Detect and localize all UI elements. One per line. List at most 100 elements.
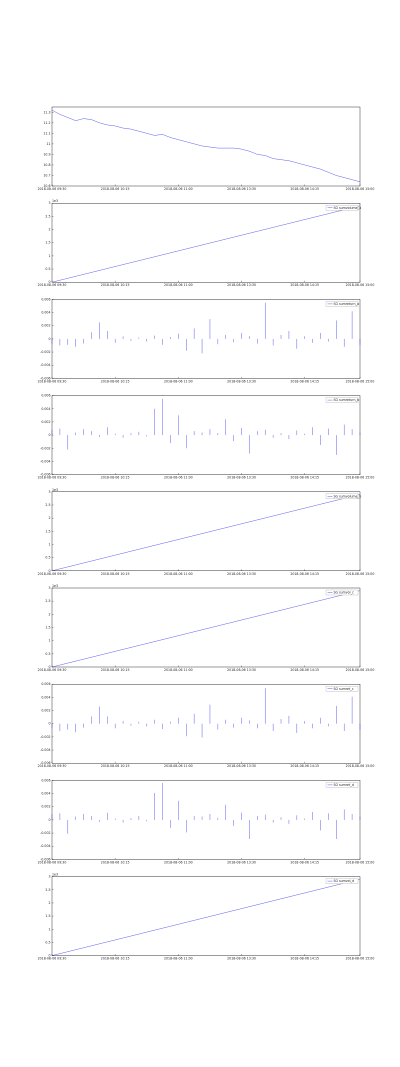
- series-line: [51, 109, 361, 182]
- y-tick-label: 1: [48, 927, 50, 931]
- x-tick-label: 2018-08-06 15:00: [346, 957, 375, 961]
- legend-label: SG sumvol_c: [334, 591, 355, 595]
- y-tick-label: 11.2: [43, 121, 50, 125]
- x-tick-label: 2018-08-06 15:00: [346, 476, 375, 480]
- x-tick-label: 2018-08-06 15:00: [346, 572, 375, 576]
- y-tick-label: 0: [48, 954, 50, 958]
- y-tick-label: 0.004: [41, 695, 50, 699]
- y-tick-label: 0.006: [41, 682, 50, 686]
- x-tick-label: 2018-08-06 13:30: [227, 283, 256, 287]
- y-tick-label: 0.5: [45, 940, 50, 944]
- x-tick-label: 2018-08-06 14:15: [290, 957, 319, 961]
- x-tick-label: 2018-08-06 14:15: [290, 764, 319, 768]
- x-tick-label: 2018-08-06 09:30: [38, 572, 67, 576]
- y-tick-label: -0.002: [40, 831, 50, 835]
- y-tick-label: 2: [48, 228, 50, 232]
- x-tick-label: 2018-08-06 15:00: [346, 764, 375, 768]
- y-tick-label: 0: [48, 337, 50, 341]
- offset-text: 1e3: [52, 873, 58, 877]
- x-tick-label: 2018-08-06 11:00: [164, 379, 193, 383]
- y-tick-label: 2.5: [45, 503, 50, 507]
- x-tick-label: 2018-08-06 15:00: [346, 860, 375, 864]
- x-tick-label: 2018-08-06 14:15: [290, 283, 319, 287]
- x-tick-label: 2018-08-06 13:30: [227, 668, 256, 672]
- y-tick-label: 0.006: [41, 778, 50, 782]
- y-tick-label: 0: [48, 280, 50, 284]
- x-tick-label: 2018-08-06 09:30: [38, 187, 67, 191]
- series-line: [51, 494, 361, 571]
- x-tick-label: 2018-08-06 10:15: [101, 668, 130, 672]
- x-tick-label: 2018-08-06 11:00: [164, 957, 193, 961]
- y-tick-label: -0.006: [40, 376, 50, 380]
- y-tick-label: 3: [48, 490, 50, 494]
- legend-label: SG sumret_c: [334, 687, 354, 691]
- y-tick-label: 1.5: [45, 626, 50, 630]
- y-tick-label: 10.9: [43, 152, 50, 156]
- plot-frame: [51, 684, 361, 764]
- x-tick-label: 2018-08-06 09:30: [38, 860, 67, 864]
- y-tick-label: 2.5: [45, 888, 50, 892]
- y-tick-label: -0.004: [40, 748, 50, 752]
- x-tick-label: 2018-08-06 13:30: [227, 379, 256, 383]
- y-tick-label: 0: [48, 818, 50, 822]
- plot-frame: [51, 491, 361, 571]
- x-tick-label: 2018-08-06 09:30: [38, 476, 67, 480]
- plot-frame: [51, 202, 361, 283]
- offset-text: 1e3: [52, 199, 58, 203]
- y-tick-label: -0.002: [40, 350, 50, 354]
- x-tick-label: 2018-08-06 10:15: [101, 764, 130, 768]
- y-tick-label: -0.006: [40, 857, 50, 861]
- y-tick-label: 10.7: [43, 173, 50, 177]
- x-tick-label: 2018-08-06 15:00: [346, 283, 375, 287]
- x-tick-label: 2018-08-06 10:15: [101, 860, 130, 864]
- plot-frame: [51, 780, 361, 860]
- y-tick-label: -0.004: [40, 844, 50, 848]
- y-tick-label: 1.5: [45, 241, 50, 245]
- y-tick-label: 0.002: [41, 805, 50, 809]
- x-tick-label: 2018-08-06 14:15: [290, 379, 319, 383]
- x-tick-label: 2018-08-06 10:15: [101, 187, 130, 191]
- series-line: [51, 879, 361, 956]
- x-tick-label: 2018-08-06 09:30: [38, 283, 67, 287]
- legend-box: [325, 301, 359, 307]
- y-tick-label: 0: [48, 665, 50, 669]
- x-tick-label: 2018-08-06 13:30: [227, 572, 256, 576]
- x-tick-label: 2018-08-06 14:15: [290, 572, 319, 576]
- y-tick-label: 0.002: [41, 709, 50, 713]
- x-tick-label: 2018-08-06 09:30: [38, 379, 67, 383]
- y-tick-label: 0.002: [41, 420, 50, 424]
- x-tick-label: 2018-08-06 15:00: [346, 668, 375, 672]
- y-tick-label: 0.5: [45, 267, 50, 271]
- x-tick-label: 2018-08-06 11:00: [164, 283, 193, 287]
- x-tick-label: 2018-08-06 13:30: [227, 957, 256, 961]
- y-tick-label: -0.002: [40, 446, 50, 450]
- plot-frame: [51, 876, 361, 956]
- plot-frame: [51, 299, 361, 379]
- y-tick-label: 11.1: [43, 131, 50, 135]
- legend-box: [325, 686, 359, 692]
- y-tick-label: 1.5: [45, 529, 50, 533]
- legend-box: [325, 782, 359, 788]
- x-tick-label: 2018-08-06 09:30: [38, 764, 67, 768]
- y-tick-label: 2: [48, 516, 50, 520]
- series-line: [51, 590, 361, 668]
- x-tick-label: 2018-08-06 14:15: [290, 476, 319, 480]
- x-tick-label: 2018-08-06 10:15: [101, 572, 130, 576]
- legend-box: [325, 205, 359, 211]
- x-tick-label: 2018-08-06 09:30: [38, 957, 67, 961]
- x-tick-label: 2018-08-06 11:00: [164, 476, 193, 480]
- y-tick-label: 0.5: [45, 652, 50, 656]
- x-tick-label: 2018-08-06 13:30: [227, 860, 256, 864]
- y-tick-label: 1: [48, 254, 50, 258]
- x-tick-label: 2018-08-06 09:30: [38, 668, 67, 672]
- y-tick-label: 0.006: [41, 394, 50, 398]
- legend-box: [325, 397, 359, 403]
- x-tick-label: 2018-08-06 13:30: [227, 476, 256, 480]
- legend-label: SG sumvolume_a: [334, 206, 362, 210]
- y-tick-label: 0.004: [41, 407, 50, 411]
- legend-label: SG sumret_d: [334, 783, 354, 787]
- x-tick-label: 2018-08-06 10:15: [101, 283, 130, 287]
- y-tick-label: 10.8: [43, 163, 50, 167]
- x-tick-label: 2018-08-06 15:00: [346, 187, 375, 191]
